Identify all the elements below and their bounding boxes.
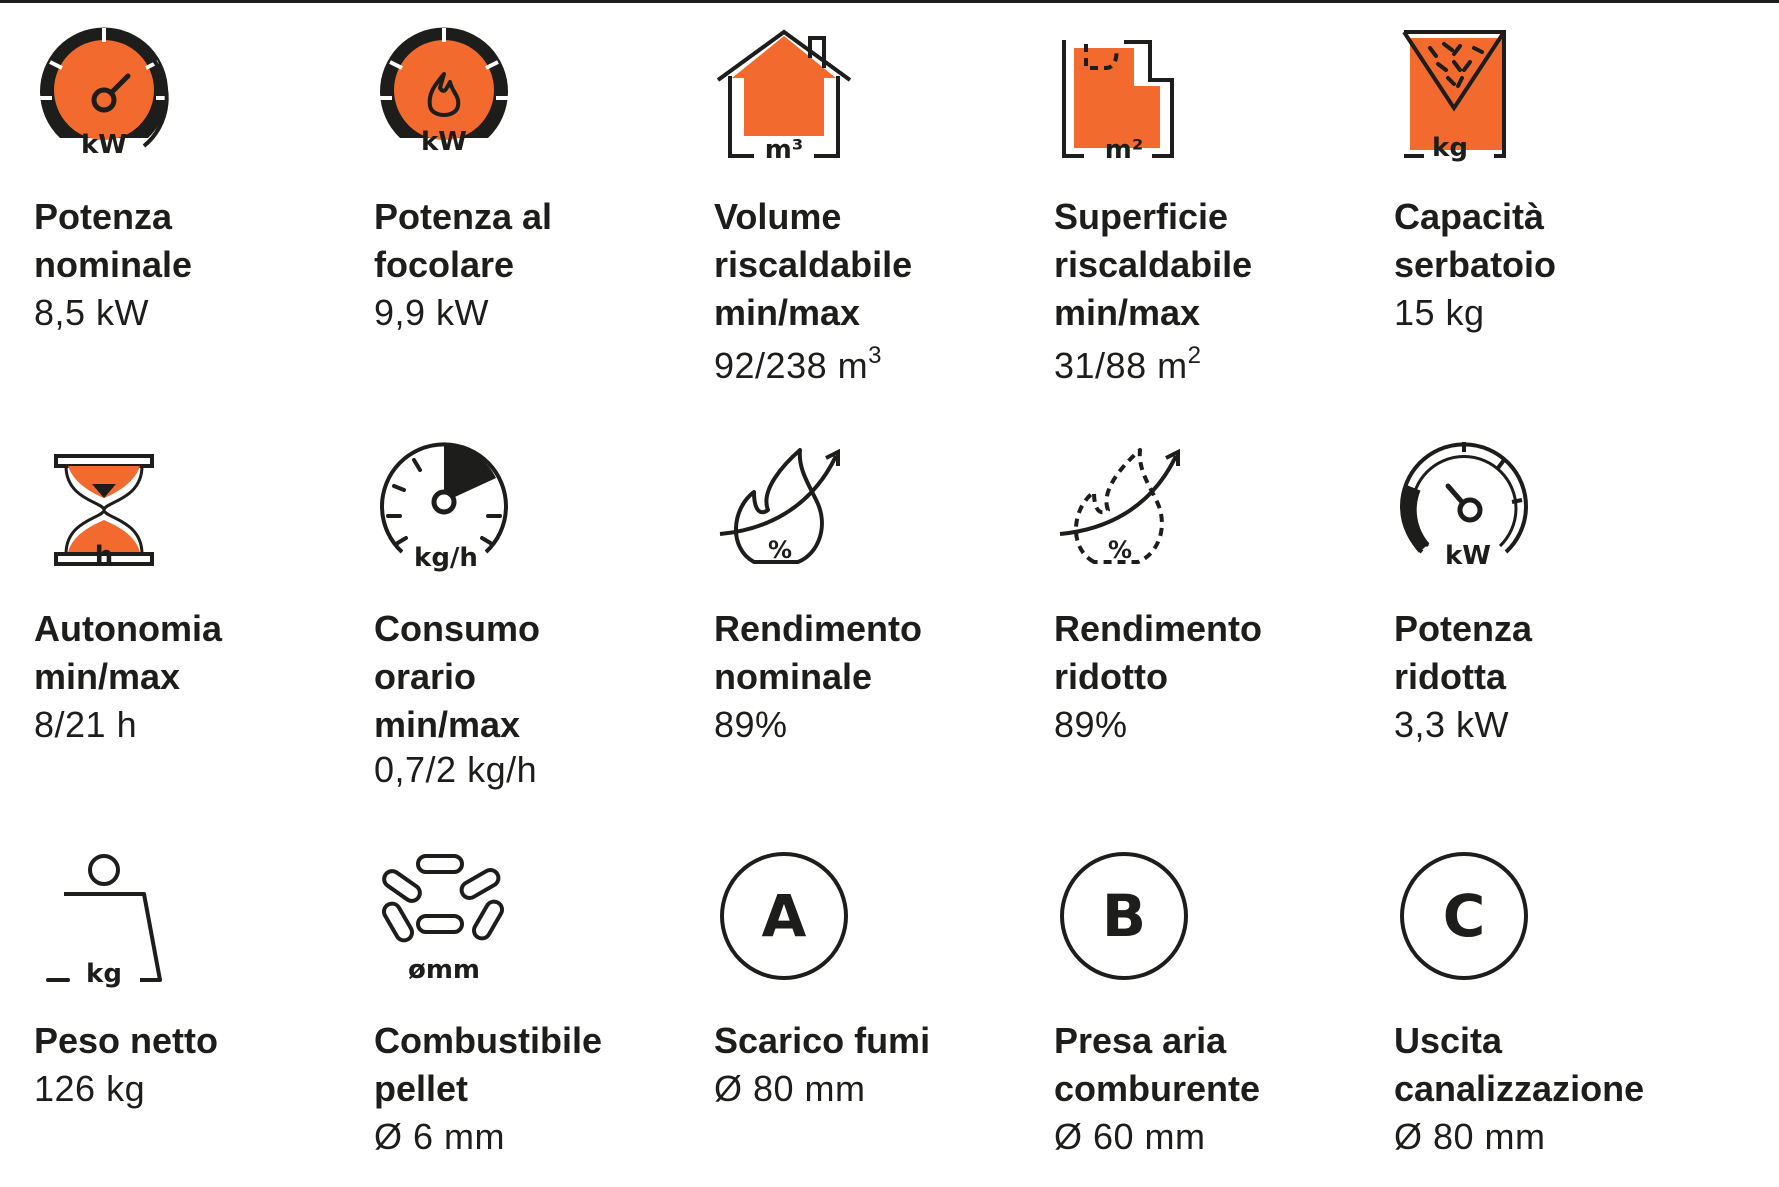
spec-value: 15 kg [1394,292,1485,333]
icon-text: m² [1105,135,1143,165]
spec-label: Combustibile pellet [374,1020,603,1109]
spec-value: 31/88 m2 [1054,342,1202,386]
reduced-flame-efficiency-icon: % [1054,440,1194,570]
consumption-gauge-icon: kg/h [374,440,514,573]
spec-value: 89% [1054,704,1128,745]
floor-plan-area-icon: m² [1054,28,1194,165]
spec-value: Ø 80 mm [1394,1116,1546,1157]
spec-label: Autonomia min/max [34,608,222,697]
spec-value: 8,5 kW [34,292,150,333]
icon-text: % [768,536,792,564]
spec-label: Peso netto [34,1020,219,1061]
circle-b-icon: B [1054,852,1194,982]
spec-label: Volume riscaldabile min/max [714,196,913,333]
spec-label: Superficie riscaldabile min/max [1054,196,1253,333]
icon-text: kW [1445,541,1491,571]
icon-text: kW [81,130,127,160]
spec-label: Rendimento nominale [714,608,923,697]
spec-value: Ø 6 mm [374,1116,506,1157]
spec-value: 8/21 h [34,704,138,745]
spec-label: Potenza ridotta [1394,608,1533,697]
spec-label: Scarico fumi [714,1020,931,1061]
spec-value: Ø 80 mm [714,1068,866,1109]
icon-text: m³ [765,135,803,165]
weight-icon: kg [34,852,174,989]
spec-label: Uscita canalizzazione [1394,1020,1645,1109]
icon-text: A [762,882,807,950]
spec-value: 92/238 m3 [714,342,882,386]
spec-value: Ø 60 mm [1054,1116,1206,1157]
reduced-power-gauge-icon: kW [1394,440,1534,571]
spec-label: Presa aria comburente [1054,1020,1261,1109]
icon-text: ømm [408,955,480,985]
icon-text: B [1102,882,1146,950]
icon-text: kW [421,127,467,157]
icon-text: % [1108,536,1132,564]
flame-gauge-kw-icon: kW [374,27,514,158]
top-border-line [0,0,1779,3]
pellets-icon: ømm [374,852,514,985]
hourglass-icon: h [34,440,174,571]
circle-a-icon: A [714,852,854,982]
spec-label: Capacità serbatoio [1394,196,1557,285]
flame-efficiency-icon: % [714,440,854,570]
icon-text: kg [1432,133,1468,163]
circle-c-icon: C [1394,852,1534,982]
power-gauge-kw-icon: kW [34,27,174,160]
icon-text: kg [86,959,122,989]
spec-value: 0,7/2 kg/h [374,749,538,790]
spec-value: 126 kg [34,1068,146,1109]
spec-label: Rendimento ridotto [1054,608,1263,697]
house-volume-icon: m³ [714,28,854,165]
spec-value: 89% [714,704,788,745]
spec-value: 3,3 kW [1394,704,1510,745]
icon-text: h [95,541,114,571]
spec-label: Potenza nominale [34,196,193,285]
hopper-capacity-icon: kg [1394,28,1534,163]
spec-label: Consumo orario min/max [374,608,540,745]
spec-label: Potenza al focolare [374,196,553,285]
spec-value: 9,9 kW [374,292,490,333]
icon-text: kg/h [414,543,478,573]
icon-text: C [1443,882,1486,950]
